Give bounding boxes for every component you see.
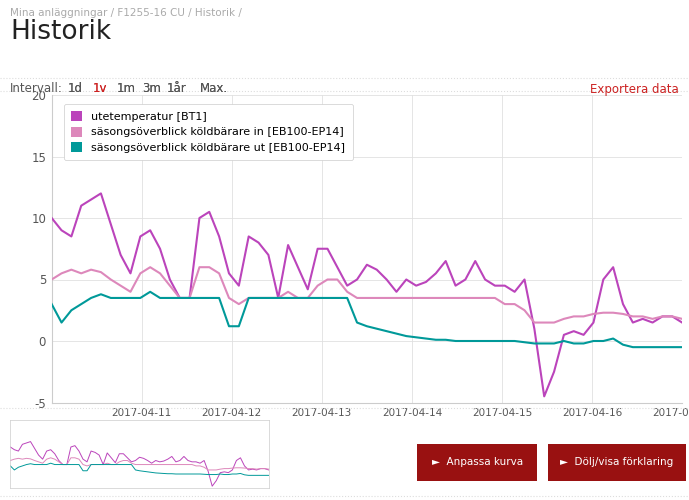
Text: ►  Dölj/visa förklaring: ► Dölj/visa förklaring [560,457,673,467]
Text: Intervall:: Intervall: [10,82,63,96]
Text: 3m: 3m [142,82,161,96]
Text: Exportera data: Exportera data [590,82,679,96]
Legend: utetemperatur [BT1], säsongsöverblick köldbärare in [EB100-EP14], säsongsöverbli: utetemperatur [BT1], säsongsöverblick kö… [63,104,353,160]
Text: Mina anläggningar / F1255-16 CU / Historik /: Mina anläggningar / F1255-16 CU / Histor… [10,8,243,18]
Text: Max.: Max. [200,82,228,96]
Text: Historik: Historik [10,19,112,45]
Text: ►  Anpassa kurva: ► Anpassa kurva [431,457,523,467]
Text: 1v: 1v [92,82,107,96]
Text: Max.: Max. [200,82,228,96]
Text: 1år: 1år [167,82,187,96]
Text: 1m: 1m [117,82,136,96]
Text: 1år: 1år [167,82,187,96]
Text: 1d: 1d [68,82,83,96]
Text: 1v: 1v [92,82,107,96]
Text: 1m: 1m [117,82,136,96]
Text: 3m: 3m [142,82,161,96]
Text: 1d: 1d [68,82,83,96]
